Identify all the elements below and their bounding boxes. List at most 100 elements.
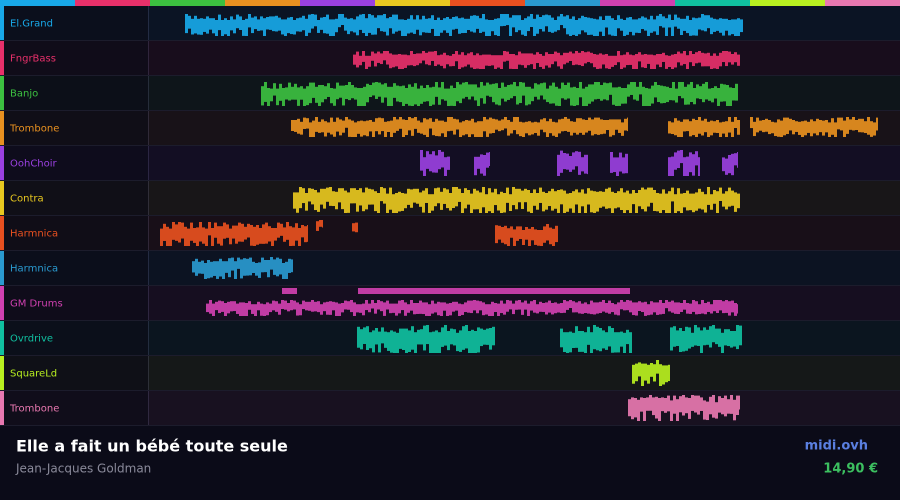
note <box>226 224 229 238</box>
note <box>401 300 404 311</box>
site-name[interactable]: midi.ovh <box>805 439 868 454</box>
note <box>270 257 273 270</box>
note <box>557 16 560 31</box>
note <box>650 187 653 203</box>
note <box>169 228 172 246</box>
row-background <box>0 391 900 426</box>
note <box>647 54 650 64</box>
note <box>515 300 518 310</box>
note <box>521 53 524 66</box>
note <box>695 301 698 315</box>
note <box>635 54 638 69</box>
note <box>665 365 668 383</box>
note <box>210 261 213 278</box>
note <box>468 84 471 100</box>
note <box>326 301 329 315</box>
note <box>308 14 311 33</box>
note <box>299 304 302 316</box>
note <box>507 228 510 246</box>
note <box>351 120 354 137</box>
note <box>369 120 372 132</box>
note <box>492 326 495 346</box>
note <box>555 225 558 243</box>
note <box>474 84 477 101</box>
note <box>473 15 476 33</box>
note <box>441 82 444 100</box>
note <box>498 88 501 106</box>
note <box>768 120 771 135</box>
note <box>206 16 209 34</box>
note <box>719 187 722 201</box>
note <box>873 122 876 136</box>
note <box>369 332 372 349</box>
note <box>542 191 545 212</box>
track-color-bar <box>0 76 4 111</box>
note <box>491 301 494 316</box>
note <box>629 193 632 213</box>
note <box>247 223 250 238</box>
note <box>307 225 308 242</box>
note <box>641 16 644 30</box>
note <box>365 55 368 69</box>
note <box>750 117 753 129</box>
note <box>701 52 704 67</box>
note <box>303 88 306 106</box>
note <box>464 188 467 209</box>
note <box>489 152 490 167</box>
note <box>566 15 569 35</box>
note <box>261 257 264 273</box>
note <box>846 117 849 134</box>
note <box>706 329 709 345</box>
note <box>266 17 269 30</box>
note <box>544 288 547 294</box>
note <box>698 157 700 176</box>
note <box>435 330 438 353</box>
note <box>444 325 447 346</box>
note <box>577 288 580 294</box>
note <box>613 157 616 173</box>
note <box>611 303 614 313</box>
note <box>626 329 629 345</box>
top-strip-segment <box>0 0 75 6</box>
note <box>573 121 576 133</box>
note <box>569 300 572 309</box>
note <box>375 328 378 345</box>
note <box>467 300 470 313</box>
note <box>563 300 566 313</box>
note <box>656 54 659 65</box>
note <box>678 82 681 97</box>
note <box>371 15 374 35</box>
note <box>459 330 462 352</box>
note <box>647 304 650 316</box>
note <box>730 331 733 348</box>
top-strip-segment <box>450 0 525 6</box>
note <box>697 327 700 346</box>
note <box>297 118 300 134</box>
note <box>659 54 662 68</box>
note <box>294 288 297 294</box>
note <box>277 222 280 238</box>
note <box>338 14 341 28</box>
price[interactable]: 14,90 € <box>823 462 878 477</box>
note <box>245 303 248 316</box>
note <box>467 190 470 205</box>
note <box>390 120 393 137</box>
note <box>200 18 203 35</box>
note <box>386 18 389 36</box>
note <box>575 326 578 348</box>
note <box>390 86 393 106</box>
note <box>471 329 474 353</box>
note <box>623 301 626 311</box>
note <box>293 300 296 310</box>
note <box>822 120 825 136</box>
label-background <box>0 251 148 286</box>
note <box>312 120 315 137</box>
note <box>286 222 289 240</box>
note <box>518 51 521 65</box>
note <box>353 19 356 33</box>
note <box>524 18 527 36</box>
note <box>504 225 507 245</box>
note <box>355 222 358 233</box>
note <box>584 154 587 174</box>
note <box>333 121 336 137</box>
